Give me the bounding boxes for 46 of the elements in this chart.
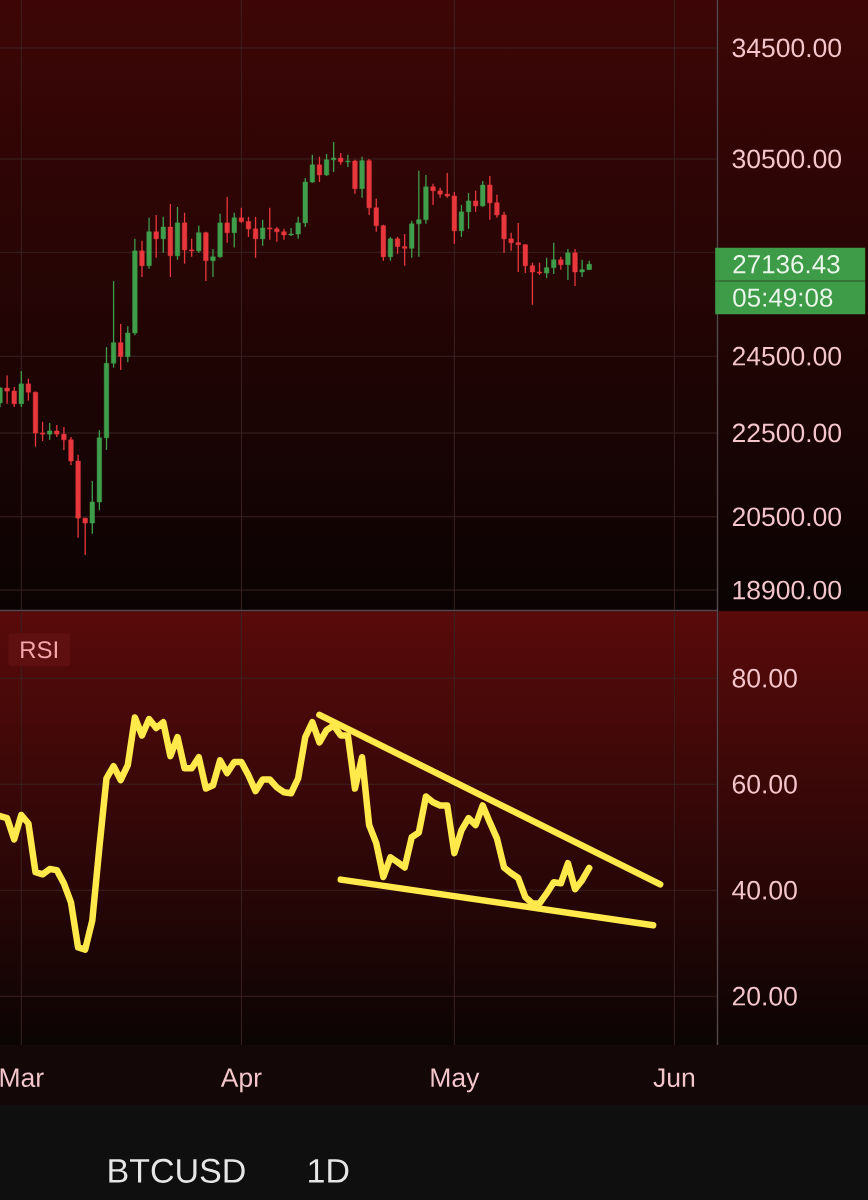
- text: BTCUSD: [109, 1158, 245, 1183]
- candlestick: [402, 233, 408, 267]
- candlestick: [160, 216, 166, 254]
- candlestick: [196, 225, 202, 254]
- y-tick-label: 60.00: [732, 774, 797, 794]
- candlestick: [324, 153, 330, 177]
- y-tick-label: 18900.00: [733, 580, 842, 600]
- text: 1D: [309, 1159, 349, 1183]
- candlestick: [316, 156, 322, 183]
- x-tick-label: Jun: [653, 1068, 695, 1088]
- x-tick-label: Mar: [0, 1068, 44, 1088]
- candlestick: [466, 192, 472, 230]
- y-tick-label: 40.00: [732, 880, 797, 900]
- candlestick: [480, 180, 486, 208]
- candlestick: [387, 236, 393, 262]
- candlestick: [345, 154, 351, 168]
- candlestick: [245, 216, 251, 238]
- y-tick-label: 80.00: [732, 668, 797, 688]
- candlestick: [260, 219, 266, 247]
- candlestick: [153, 214, 159, 259]
- y-tick-label: 20.00: [732, 986, 797, 1006]
- candlestick: [473, 190, 479, 213]
- candlestick: [331, 141, 337, 173]
- candlestick: [565, 248, 571, 281]
- text: 27136.43: [733, 255, 840, 274]
- candlestick: [118, 323, 124, 371]
- y-tick-label: 30500.00: [732, 149, 842, 169]
- y-tick-label: 22500.00: [732, 423, 842, 443]
- candlestick: [231, 212, 237, 249]
- y-tick-label: 20500.00: [732, 507, 842, 527]
- candlestick: [224, 196, 230, 244]
- candlestick: [25, 377, 31, 402]
- candlestick: [18, 370, 24, 408]
- candlestick: [139, 240, 145, 278]
- candlestick: [253, 216, 259, 259]
- text: 05:49:08: [733, 288, 833, 307]
- text: RSI: [21, 641, 57, 659]
- y-tick-label: 34500.00: [732, 38, 842, 58]
- candlestick: [529, 262, 535, 306]
- y-tick-label: 24500.00: [732, 346, 842, 366]
- candlestick: [40, 421, 46, 442]
- candlestick: [572, 248, 578, 287]
- x-tick-label: Apr: [220, 1068, 262, 1093]
- x-tick-label: May: [431, 1068, 480, 1093]
- candlestick: [458, 204, 464, 238]
- candlestick: [111, 280, 117, 369]
